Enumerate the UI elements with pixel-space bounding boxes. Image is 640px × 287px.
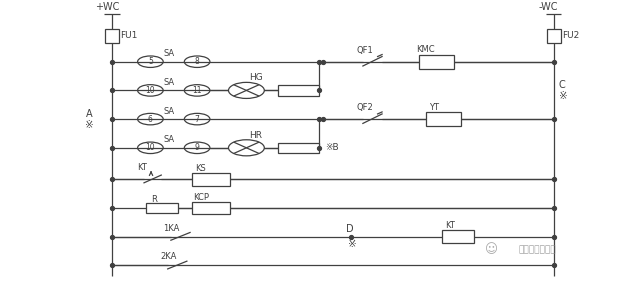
Text: D: D (346, 224, 353, 234)
Bar (105, 29, 119, 43)
Text: KT: KT (138, 163, 147, 172)
Text: 10: 10 (145, 143, 156, 152)
Text: +WC: +WC (95, 2, 119, 12)
Bar (547, 29, 561, 43)
Text: SA: SA (163, 135, 174, 144)
Bar (442, 230, 474, 243)
Text: KCP: KCP (193, 193, 209, 202)
Bar (192, 202, 230, 214)
Text: ※: ※ (85, 120, 94, 130)
Text: 1KA: 1KA (163, 224, 180, 233)
Bar (278, 85, 319, 96)
Text: C: C (559, 80, 566, 90)
Text: KT: KT (445, 221, 454, 230)
Text: FU1: FU1 (120, 31, 138, 40)
Text: 11: 11 (193, 86, 202, 95)
Text: HG: HG (250, 73, 263, 82)
Text: -WC: -WC (539, 2, 558, 12)
Text: ☺: ☺ (485, 243, 498, 256)
Text: 7: 7 (195, 115, 200, 124)
Circle shape (228, 82, 264, 98)
Text: KMC: KMC (416, 45, 435, 54)
Text: SA: SA (163, 49, 174, 58)
Text: 6: 6 (148, 115, 153, 124)
Text: ※B: ※B (325, 143, 339, 152)
Bar (426, 112, 461, 126)
Bar (278, 143, 319, 153)
Text: 2KA: 2KA (160, 252, 177, 261)
Text: KS: KS (195, 164, 206, 173)
Text: FU2: FU2 (562, 31, 579, 40)
Circle shape (228, 140, 264, 156)
Text: A: A (86, 109, 93, 119)
Text: 5: 5 (148, 57, 153, 66)
Text: 启程自动化培训: 启程自动化培训 (518, 245, 556, 254)
Text: 8: 8 (195, 57, 200, 66)
Bar (146, 203, 178, 213)
Text: 9: 9 (195, 143, 200, 152)
Text: 10: 10 (145, 86, 156, 95)
Bar (192, 173, 230, 186)
Text: YT: YT (429, 103, 439, 112)
Text: ※: ※ (559, 91, 568, 100)
Text: QF2: QF2 (356, 103, 373, 112)
Text: HR: HR (250, 131, 262, 140)
Text: SA: SA (163, 106, 174, 116)
Text: SA: SA (163, 78, 174, 87)
Text: ※: ※ (348, 239, 356, 249)
Bar (419, 55, 454, 69)
Text: QF1: QF1 (356, 46, 373, 55)
Text: R: R (151, 195, 157, 204)
